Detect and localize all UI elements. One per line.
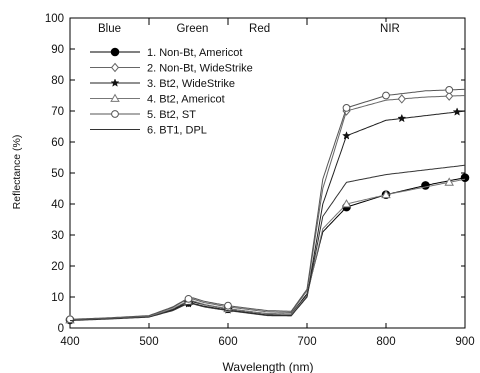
- legend-marker: [110, 78, 120, 87]
- y-tick-label: 60: [51, 137, 64, 149]
- series-line: [70, 178, 466, 321]
- series-line: [70, 88, 466, 320]
- legend-entry: 3. Bt2, WideStrike: [147, 78, 235, 90]
- x-tick-label: 600: [218, 336, 237, 348]
- band-label: Green: [176, 23, 208, 35]
- series-marker: [342, 131, 351, 140]
- y-tick-label: 10: [51, 292, 64, 304]
- series-5: [66, 86, 466, 324]
- series-marker: [382, 91, 390, 100]
- series-group: [65, 86, 470, 325]
- series-marker: [184, 294, 193, 303]
- series-marker: [452, 107, 462, 116]
- legend-entry: 1. Non-Bt, Americot: [147, 47, 242, 59]
- y-tick-label: 80: [51, 75, 64, 87]
- legend-entry: 5. Bt2, ST: [147, 109, 196, 121]
- x-tick-label: 500: [139, 336, 158, 348]
- legend-marker: [111, 110, 119, 118]
- series-marker: [66, 315, 74, 324]
- y-axis-label: Reflectance (%): [11, 135, 23, 210]
- series-marker: [421, 181, 430, 190]
- axes: 400 500 600 700 800 900 0 10 20 30 40 50 60 70 80 90 100: [45, 13, 475, 348]
- y-tick-label: 0: [58, 323, 64, 335]
- series-6: [69, 164, 466, 322]
- series-marker: [341, 199, 352, 208]
- legend: 1. Non-Bt, Americot 2. Non-Bt, WideStrike…: [90, 47, 253, 137]
- x-axis-label: Wavelength (nm): [223, 360, 314, 373]
- series-marker: [397, 94, 406, 104]
- series-marker: [397, 113, 407, 123]
- legend-entry: 4. Bt2, Americot: [147, 94, 225, 106]
- legend-marker: [110, 47, 120, 57]
- series-marker: [224, 301, 232, 310]
- x-tick-label: 800: [376, 336, 395, 348]
- y-tick-label: 90: [51, 44, 64, 56]
- legend-entry: 2. Non-Bt, WideStrike: [147, 63, 253, 75]
- band-label: Blue: [98, 23, 121, 35]
- band-label: Red: [249, 23, 270, 35]
- x-tick-label: 900: [455, 336, 474, 348]
- series-marker: [381, 189, 391, 199]
- series-marker: [342, 104, 351, 112]
- plot-area: [69, 17, 466, 329]
- x-tick-label: 400: [60, 336, 79, 348]
- y-tick-label: 50: [51, 168, 64, 180]
- band-label: NIR: [380, 23, 400, 35]
- series-marker: [445, 91, 454, 101]
- legend-entry: 6. BT1, DPL: [147, 125, 207, 137]
- plot-frame: [69, 17, 466, 329]
- band-labels: Blue Green Red NIR: [98, 18, 400, 35]
- series-marker: [445, 86, 454, 94]
- series-marker: [444, 177, 454, 186]
- legend-marker: [110, 62, 120, 73]
- legend-marker: [110, 93, 120, 102]
- series-marker: [460, 173, 470, 182]
- y-tick-label: 70: [51, 106, 64, 118]
- series-line: [69, 164, 466, 322]
- y-tick-label: 20: [51, 261, 64, 273]
- y-tick-label: 30: [51, 230, 64, 242]
- y-tick-label: 100: [45, 13, 64, 25]
- x-tick-label: 700: [297, 336, 316, 348]
- y-tick-label: 40: [51, 199, 64, 211]
